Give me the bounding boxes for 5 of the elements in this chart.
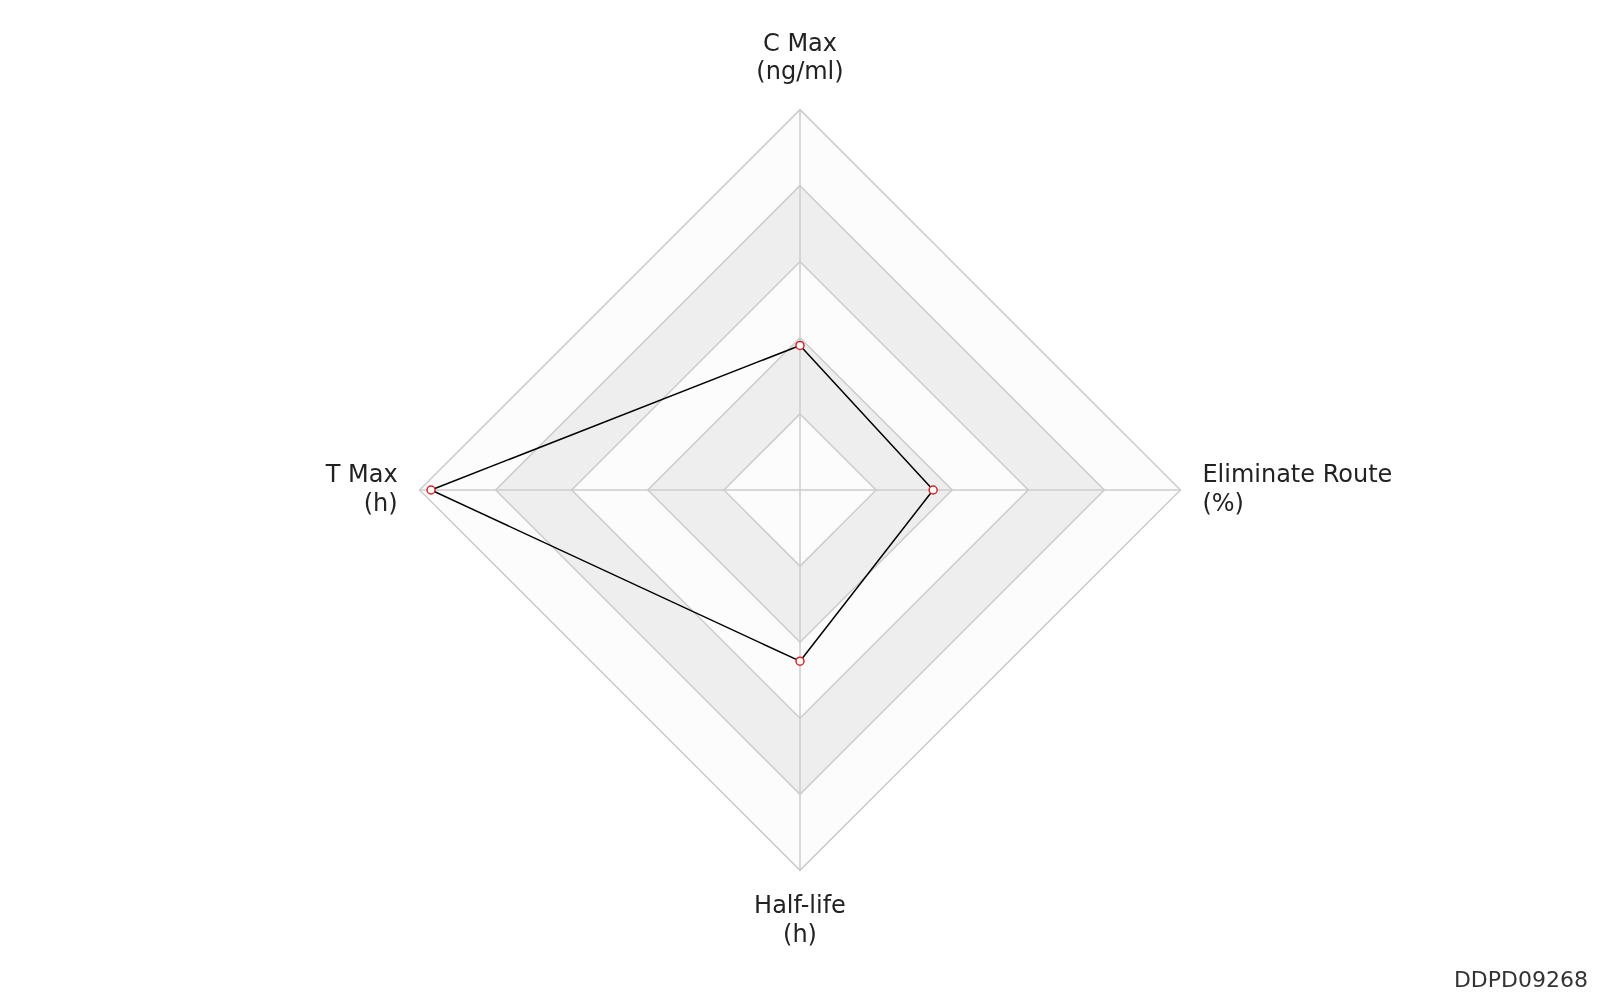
spoke-label: T Max (h) xyxy=(324,459,398,517)
spoke-label: Eliminate Route (%) xyxy=(1202,459,1393,517)
spoke-label: C Max (ng/ml) xyxy=(756,28,844,86)
spoke-label: Half-life (h) xyxy=(754,891,846,948)
text: DDPD09268 xyxy=(1453,967,1588,992)
